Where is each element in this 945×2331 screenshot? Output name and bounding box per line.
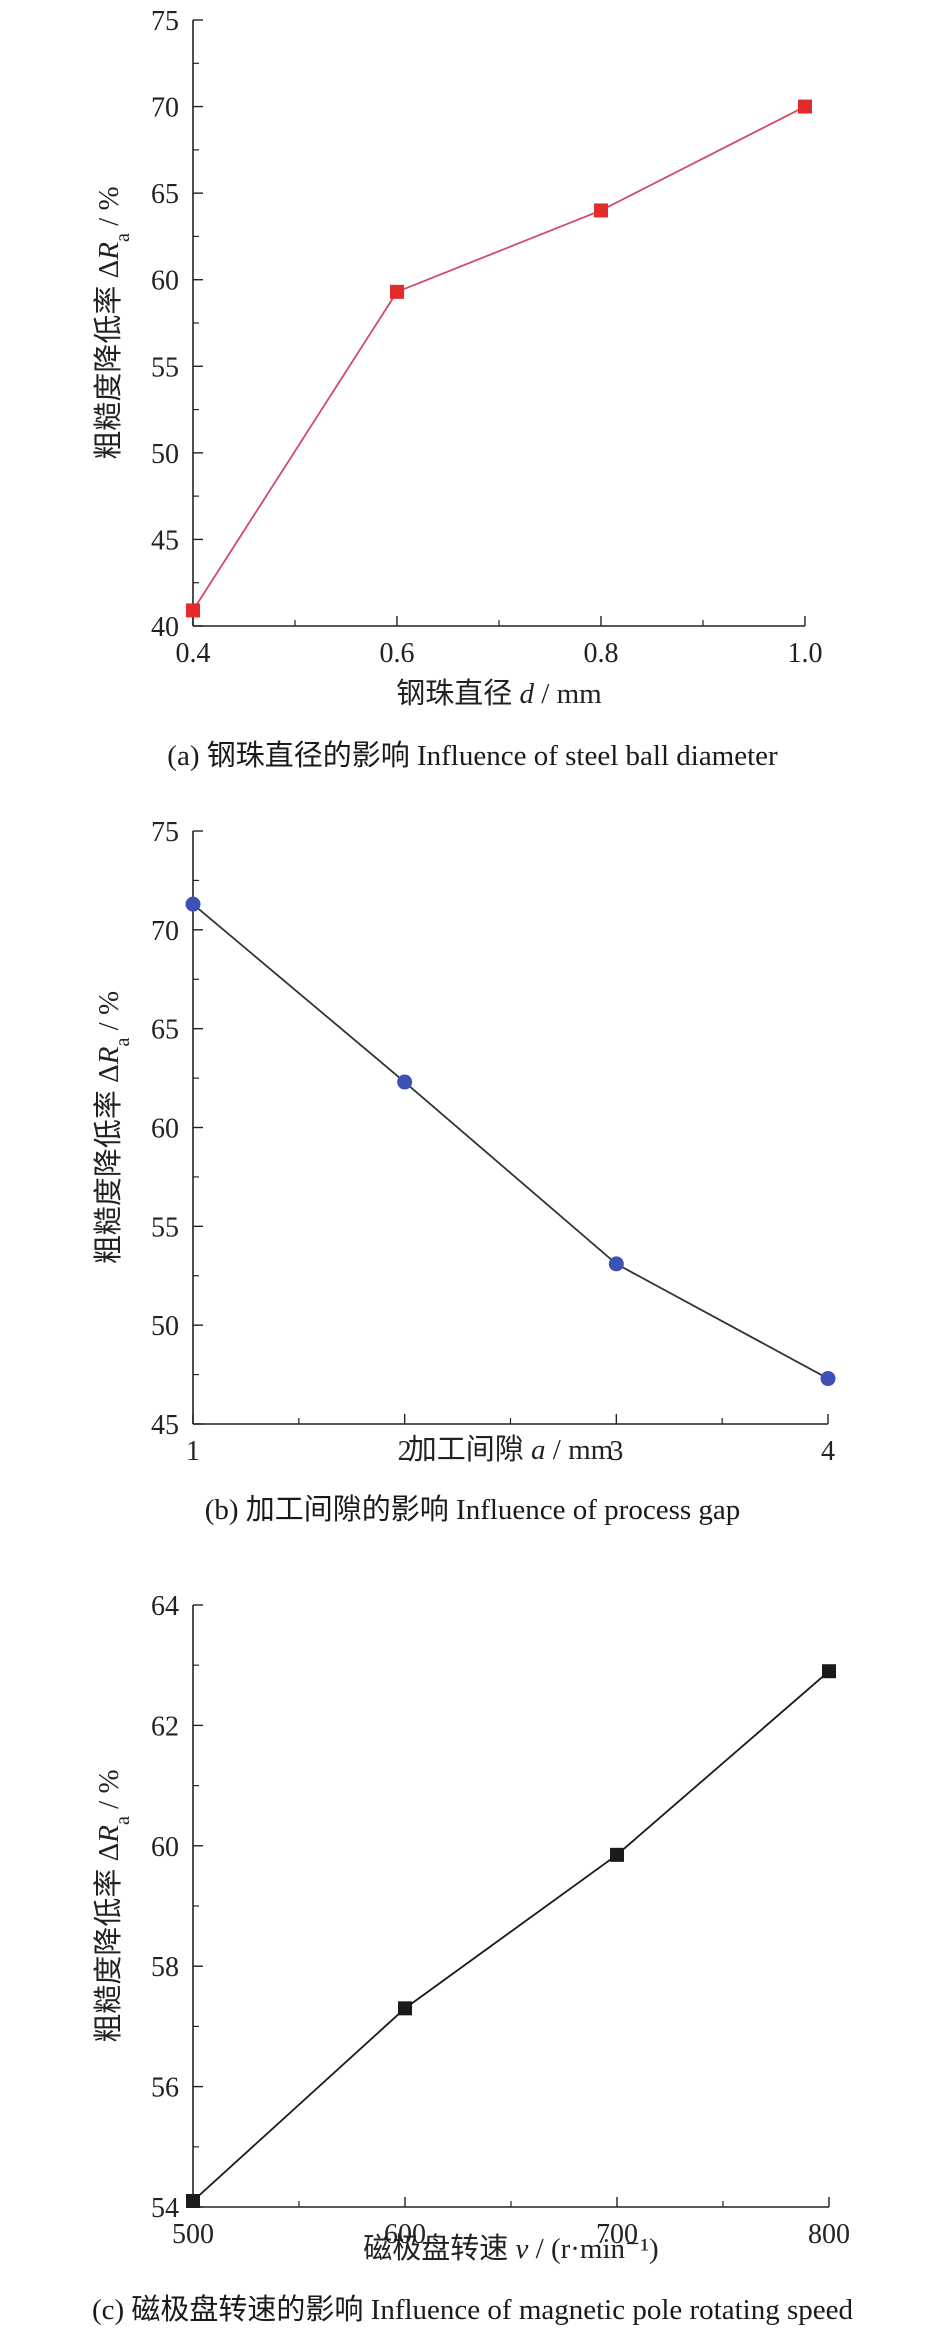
x-tick-label: 1.0 xyxy=(788,638,823,669)
data-point xyxy=(186,2193,200,2208)
x-tick-label: 0.6 xyxy=(380,638,415,669)
y-axis-title: 粗糙度降低率 ΔRa / % xyxy=(92,991,134,1264)
x-tick-label: 700 xyxy=(596,2219,638,2250)
x-axis-title: 加工间隙 a / mm xyxy=(408,1433,614,1466)
caption-b: (b) 加工间隙的影响 Influence of process gap xyxy=(204,1494,741,1526)
chart-a: 40 45 50 55 60 65 70 75 0.4 0.6 0.8 1.0 钢珠直径 d / mm 粗… xyxy=(92,6,823,710)
y-tick-label: 75 xyxy=(151,817,179,848)
x-axis-title: 钢珠直径 d / mm xyxy=(396,677,602,710)
data-point xyxy=(820,1371,836,1387)
x-tick-label: 600 xyxy=(384,2219,426,2250)
y-tick-label: 75 xyxy=(151,6,179,37)
data-point xyxy=(608,1256,624,1272)
x-tick-label: 0.8 xyxy=(584,638,619,669)
chart-c: 54 56 58 60 62 64 500 600 700 800 磁极盘转速 v / (r·min… xyxy=(92,1591,850,2265)
y-tick-label: 45 xyxy=(151,1410,179,1441)
data-point xyxy=(610,1847,624,1862)
data-point xyxy=(390,284,404,299)
data-point xyxy=(594,203,608,218)
y-tick-label: 62 xyxy=(151,1711,179,1742)
data-point xyxy=(185,896,201,912)
data-point xyxy=(798,99,812,114)
chart-panel-c: 54 56 58 60 62 64 500 600 700 800 磁极盘转速 v / (r·min… xyxy=(0,1560,945,2331)
chart-panel-a: 40 45 50 55 60 65 70 75 0.4 0.6 0.8 1.0 钢珠直径 d / mm 粗… xyxy=(0,0,945,780)
data-point xyxy=(397,1074,413,1090)
y-tick-label: 50 xyxy=(151,439,179,470)
x-tick-label: 800 xyxy=(808,2219,850,2250)
y-tick-label: 60 xyxy=(151,266,179,297)
y-tick-label: 60 xyxy=(151,1114,179,1145)
y-tick-label: 60 xyxy=(151,1832,179,1863)
series-line xyxy=(192,105,806,611)
y-tick-label: 45 xyxy=(151,525,179,556)
y-tick-label: 70 xyxy=(151,916,179,947)
y-tick-label: 55 xyxy=(151,1212,179,1243)
x-tick-label: 0.4 xyxy=(176,638,211,669)
y-tick-label: 50 xyxy=(151,1311,179,1342)
series-line xyxy=(192,903,829,1380)
y-tick-label: 54 xyxy=(151,2193,179,2224)
y-tick-label: 58 xyxy=(151,1952,179,1983)
x-tick-label: 2 xyxy=(398,1436,412,1467)
y-tick-label: 70 xyxy=(151,93,179,124)
x-tick-label: 500 xyxy=(172,2219,214,2250)
chart-b: 45 50 55 60 65 70 75 1 2 3 4 加工间隙 a / mm 粗糙度降低率 ΔRa … xyxy=(92,817,836,1467)
y-tick-label: 55 xyxy=(151,352,179,383)
chart-panel-b: 45 50 55 60 65 70 75 1 2 3 4 加工间隙 a / mm 粗糙度降低率 ΔRa … xyxy=(0,780,945,1560)
data-point xyxy=(398,2001,412,2016)
y-tick-label: 64 xyxy=(151,1591,179,1622)
data-point xyxy=(822,1664,836,1679)
y-tick-label: 56 xyxy=(151,2073,179,2104)
caption-a: (a) 钢珠直径的影响 Influence of steel ball diam… xyxy=(167,740,778,772)
y-tick-label: 65 xyxy=(151,179,179,210)
x-tick-label: 4 xyxy=(821,1436,835,1467)
series-line xyxy=(192,1670,830,2202)
x-tick-label: 3 xyxy=(609,1436,623,1467)
y-axis-title: 粗糙度降低率 ΔRa / % xyxy=(92,1769,134,2042)
x-tick-label: 1 xyxy=(186,1436,200,1467)
y-axis-title: 粗糙度降低率 ΔRa / % xyxy=(92,186,134,459)
caption-c: (c) 磁极盘转速的影响 Influence of magnetic pole … xyxy=(91,2294,854,2326)
x-axis-title: 磁极盘转速 v / (r·min⁻¹) xyxy=(363,2232,658,2265)
data-point xyxy=(186,603,200,618)
y-tick-label: 40 xyxy=(151,612,179,643)
y-tick-label: 65 xyxy=(151,1015,179,1046)
